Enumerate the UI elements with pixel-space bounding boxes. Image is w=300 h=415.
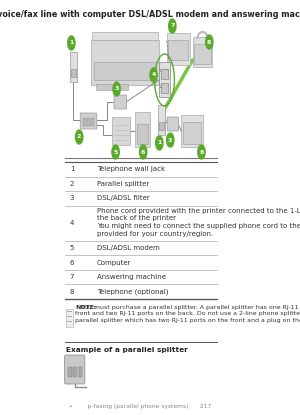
Bar bbox=[159, 122, 164, 130]
Text: Example of a parallel splitter: Example of a parallel splitter bbox=[66, 347, 188, 353]
Text: •        p-faxing (parallel phone systems)      217: • p-faxing (parallel phone systems) 217 bbox=[69, 404, 212, 409]
Bar bbox=[159, 62, 170, 97]
Bar bbox=[71, 69, 76, 77]
Text: 3: 3 bbox=[114, 86, 119, 91]
Circle shape bbox=[169, 19, 176, 33]
Bar bbox=[168, 40, 188, 60]
Text: DSL/ADSL filter: DSL/ADSL filter bbox=[97, 195, 150, 201]
Bar bbox=[87, 118, 90, 126]
Text: Computer: Computer bbox=[97, 259, 131, 266]
Text: 7: 7 bbox=[70, 274, 74, 280]
Bar bbox=[194, 44, 211, 64]
Text: 8: 8 bbox=[199, 149, 204, 154]
Bar bbox=[181, 115, 203, 147]
Text: 7: 7 bbox=[170, 24, 175, 29]
Bar bbox=[70, 52, 77, 82]
Text: Telephone wall jack: Telephone wall jack bbox=[97, 166, 165, 172]
Text: 5: 5 bbox=[70, 245, 74, 251]
FancyBboxPatch shape bbox=[167, 117, 178, 131]
Text: 2: 2 bbox=[77, 134, 81, 139]
Bar bbox=[158, 105, 165, 135]
Circle shape bbox=[150, 68, 157, 82]
Bar bbox=[96, 84, 128, 90]
Bar bbox=[64, 18, 217, 157]
Bar bbox=[66, 309, 73, 327]
Text: 1-LINE: 1-LINE bbox=[160, 69, 169, 73]
Text: 5: 5 bbox=[113, 149, 118, 154]
Text: Answering machine: Answering machine bbox=[97, 274, 166, 280]
Circle shape bbox=[76, 130, 83, 144]
Bar bbox=[91, 40, 159, 85]
Circle shape bbox=[167, 133, 174, 147]
Text: Parallel splitter: Parallel splitter bbox=[97, 181, 149, 187]
FancyBboxPatch shape bbox=[64, 355, 85, 384]
Text: 8: 8 bbox=[70, 289, 74, 295]
Circle shape bbox=[140, 145, 147, 159]
Bar bbox=[79, 367, 82, 377]
Circle shape bbox=[156, 136, 163, 150]
Text: 1: 1 bbox=[69, 41, 74, 46]
Text: 3: 3 bbox=[70, 195, 74, 201]
Text: 1: 1 bbox=[157, 141, 161, 146]
Text: NOTE:: NOTE: bbox=[75, 305, 97, 310]
Text: 8: 8 bbox=[207, 39, 211, 44]
Text: Telephone (optional): Telephone (optional) bbox=[97, 288, 168, 295]
Bar bbox=[183, 122, 202, 144]
Bar bbox=[94, 62, 156, 80]
Bar bbox=[161, 83, 168, 93]
Bar bbox=[92, 32, 158, 40]
Text: You must purchase a parallel splitter. A parallel splitter has one RJ-11 port on: You must purchase a parallel splitter. A… bbox=[75, 305, 300, 323]
Bar bbox=[161, 69, 168, 79]
Bar bbox=[91, 118, 94, 126]
Bar bbox=[135, 112, 150, 147]
Text: 1: 1 bbox=[70, 166, 74, 172]
Circle shape bbox=[198, 145, 205, 159]
Bar bbox=[68, 367, 72, 377]
Bar bbox=[137, 124, 148, 144]
Bar bbox=[83, 118, 86, 126]
FancyBboxPatch shape bbox=[114, 95, 127, 109]
Circle shape bbox=[206, 35, 213, 49]
Text: 6: 6 bbox=[70, 259, 74, 266]
Text: Shared voice/fax line with computer DSL/ADSL modem and answering machine: Shared voice/fax line with computer DSL/… bbox=[0, 10, 300, 20]
Text: 6: 6 bbox=[141, 149, 146, 154]
Text: 3: 3 bbox=[168, 137, 172, 142]
Text: 4: 4 bbox=[70, 220, 74, 226]
Bar bbox=[167, 33, 190, 65]
Text: 4: 4 bbox=[152, 73, 156, 78]
Text: 2-EXT: 2-EXT bbox=[160, 85, 169, 89]
Circle shape bbox=[112, 145, 119, 159]
FancyBboxPatch shape bbox=[80, 113, 97, 129]
Bar bbox=[112, 117, 130, 145]
Text: 2: 2 bbox=[70, 181, 74, 187]
Circle shape bbox=[68, 36, 75, 50]
Text: Phone cord provided with the printer connected to the 1-LINE port on
the back of: Phone cord provided with the printer con… bbox=[97, 208, 300, 237]
Bar bbox=[74, 367, 77, 377]
Text: DSL/ADSL modem: DSL/ADSL modem bbox=[97, 245, 160, 251]
Bar bbox=[193, 37, 212, 67]
Circle shape bbox=[113, 82, 120, 96]
